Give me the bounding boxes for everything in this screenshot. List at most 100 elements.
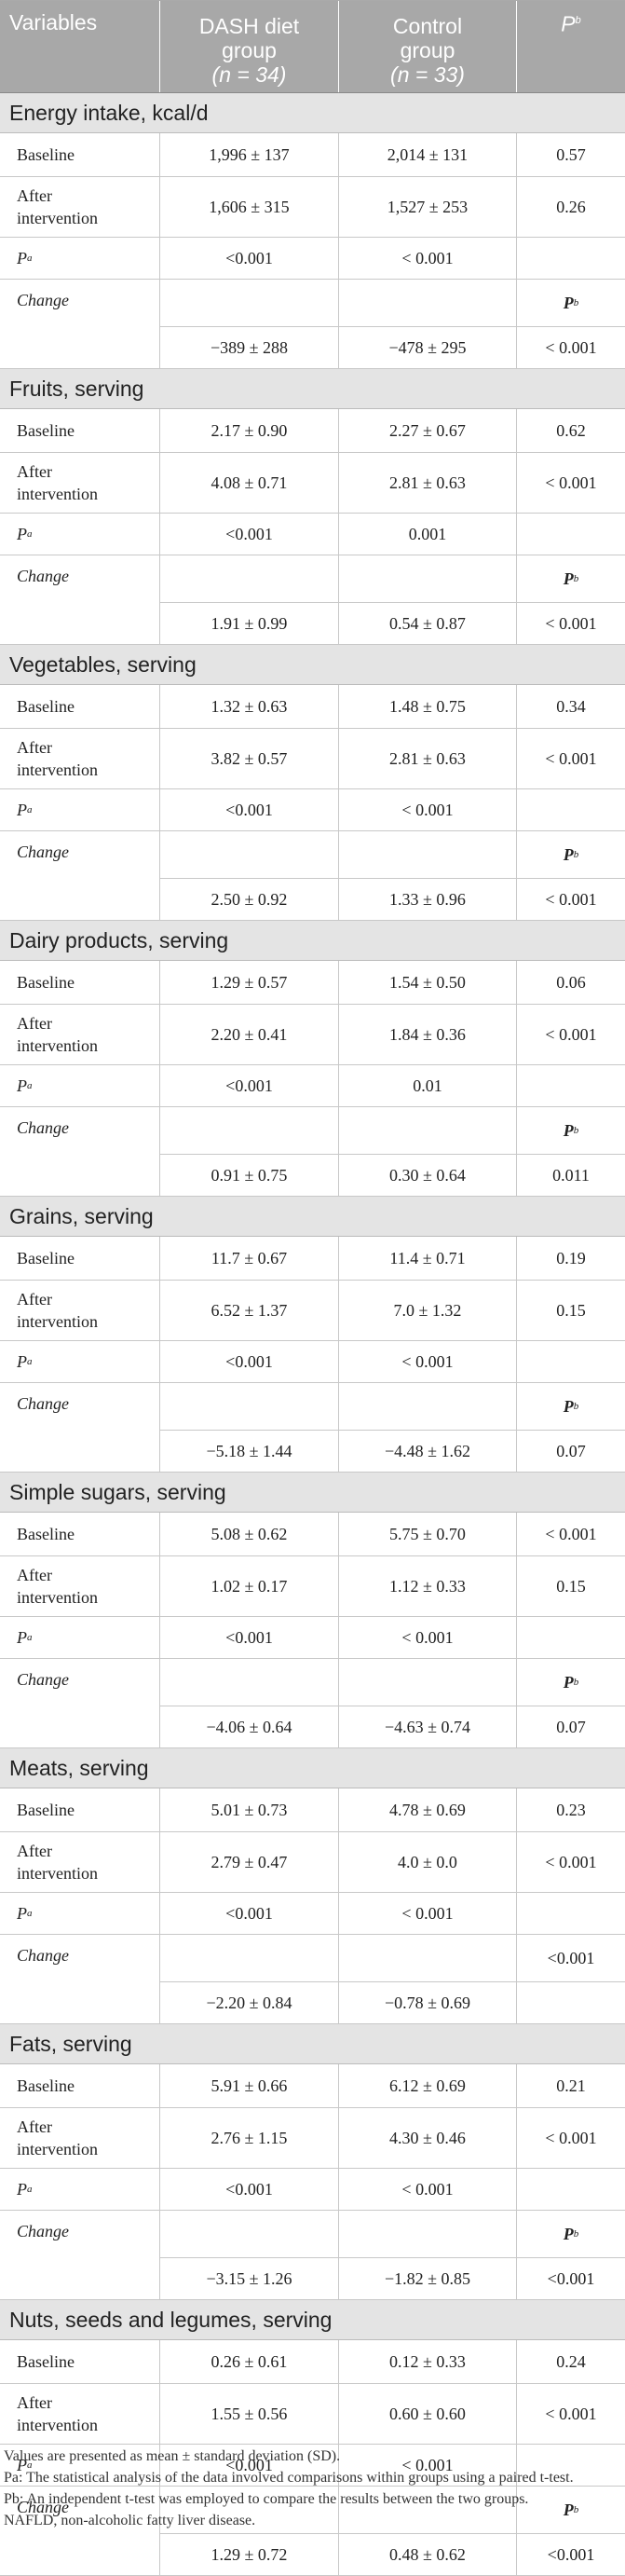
change-value: −4.63 ± 0.74: [384, 1717, 471, 1736]
p-label: P: [17, 2179, 27, 2199]
table-cell: 1.29 ± 0.72: [160, 2487, 339, 2575]
table-cell: < 0.001: [339, 1617, 517, 1658]
header-control-line1: Control: [392, 14, 463, 38]
change-value: [517, 1982, 625, 2023]
after-label-line1: After: [17, 2117, 52, 2136]
section-title: Dairy products, serving: [0, 921, 625, 961]
table-cell: −4.06 ± 0.64: [160, 1659, 339, 1747]
table-cell: 0.26: [556, 197, 586, 216]
table-cell: 1,996 ± 137: [160, 133, 339, 176]
p-label-sup: a: [27, 1908, 33, 1919]
after-label-line1: After: [17, 186, 52, 205]
table-section: Fats, serving Baseline 5.91 ± 0.66 6.12 ± 0…: [0, 2024, 625, 2300]
change-p-letter: P: [563, 2500, 574, 2519]
row-label: Baseline: [0, 133, 160, 176]
after-label-line1: After: [17, 1842, 52, 1860]
row-label: After intervention: [0, 1832, 160, 1892]
table-cell: 5.91 ± 0.66: [160, 2064, 339, 2107]
change-p-sup: b: [573, 2228, 579, 2240]
change-p-letter: P: [563, 293, 574, 312]
table-header: Variables DASH diet group (n = 34) Contr…: [0, 1, 625, 93]
baseline-row: Baseline 11.7 ± 0.67 11.4 ± 0.71 0.19: [0, 1237, 625, 1281]
table-cell: <0.001: [160, 1893, 339, 1934]
change-value: −3.15 ± 1.26: [206, 2268, 292, 2288]
after-label-line1: After: [17, 1566, 52, 1584]
baseline-row: Baseline 1.32 ± 0.63 1.48 ± 0.75 0.34: [0, 685, 625, 729]
change-top-empty: [339, 2487, 516, 2534]
table-cell: 0.12 ± 0.33: [339, 2340, 517, 2383]
table-cell: [517, 1065, 625, 1106]
change-top-empty: [339, 280, 516, 327]
table-cell: 0.26 ± 0.61: [160, 2340, 339, 2383]
table-cell: < 0.001: [545, 1852, 597, 1871]
table-cell: < 0.001: [545, 1024, 597, 1044]
table-cell: 6.12 ± 0.69: [339, 2064, 517, 2107]
row-label: After intervention: [0, 2108, 160, 2168]
change-value: 0.48 ± 0.62: [389, 2544, 466, 2564]
table-cell: < 0.001: [545, 2128, 597, 2147]
after-label-line2: intervention: [17, 1588, 98, 1607]
row-label: Change: [0, 2211, 160, 2299]
change-top-empty: [339, 1935, 516, 1982]
after-row: After intervention 3.82 ± 0.57 2.81 ± 0.63 <…: [0, 729, 625, 789]
table-cell: 2.81 ± 0.63: [339, 453, 517, 513]
header-dash-n: (n = 34): [211, 62, 287, 87]
baseline-row: Baseline 0.26 ± 0.61 0.12 ± 0.33 0.24: [0, 2340, 625, 2384]
section-title: Meats, serving: [0, 1748, 625, 1788]
table-cell: 0.54 ± 0.87: [339, 555, 517, 644]
change-p-letter: P: [563, 844, 574, 864]
p-label: P: [17, 1903, 27, 1923]
table-cell: 4.78 ± 0.69: [339, 1788, 517, 1831]
row-label: Baseline: [0, 409, 160, 452]
table-cell: −1.82 ± 0.85: [339, 2211, 517, 2299]
row-label: Baseline: [0, 2340, 160, 2383]
table-cell: 0.57: [556, 144, 586, 164]
table-cell: < 0.001: [339, 2169, 517, 2210]
after-label-line1: After: [17, 1014, 52, 1033]
table-cell: 4.08 ± 0.71: [160, 453, 339, 513]
table-cell: 0.001: [339, 514, 517, 555]
section-title: Energy intake, kcal/d: [0, 93, 625, 133]
table-cell: 2.17 ± 0.90: [160, 409, 339, 452]
table-cell: 1.29 ± 0.57: [160, 961, 339, 1004]
change-p-label: <0.001: [517, 1935, 625, 1982]
row-label: Baseline: [0, 1237, 160, 1280]
section-title: Fruits, serving: [0, 369, 625, 409]
change-value: −478 ± 295: [388, 337, 467, 357]
after-label-line2: intervention: [17, 1036, 98, 1055]
table-cell: 1.91 ± 0.99: [160, 555, 339, 644]
table-cell: 0.06: [556, 972, 586, 992]
change-top-empty: [160, 831, 338, 879]
table-section: Meats, serving Baseline 5.01 ± 0.73 4.78 ± …: [0, 1748, 625, 2024]
table-cell: 5.01 ± 0.73: [160, 1788, 339, 1831]
change-value: −1.82 ± 0.85: [384, 2268, 471, 2288]
table-cell: 0.19: [556, 1248, 586, 1267]
table-cell: 1.48 ± 0.75: [339, 685, 517, 728]
change-p-letter: P: [563, 1396, 574, 1416]
after-row: After intervention 1.55 ± 0.56 0.60 ± 0.60 <…: [0, 2384, 625, 2445]
table-cell: 2.50 ± 0.92: [160, 831, 339, 920]
change-value: 0.91 ± 0.75: [211, 1165, 288, 1185]
row-label: After intervention: [0, 1005, 160, 1064]
row-label: Change: [0, 1659, 160, 1747]
table-cell: −4.48 ± 1.62: [339, 1383, 517, 1472]
p-label-sup: a: [27, 253, 33, 264]
after-label-line2: intervention: [17, 1312, 98, 1331]
row-label: Baseline: [0, 961, 160, 1004]
table-cell: < 0.001: [339, 1893, 517, 1934]
